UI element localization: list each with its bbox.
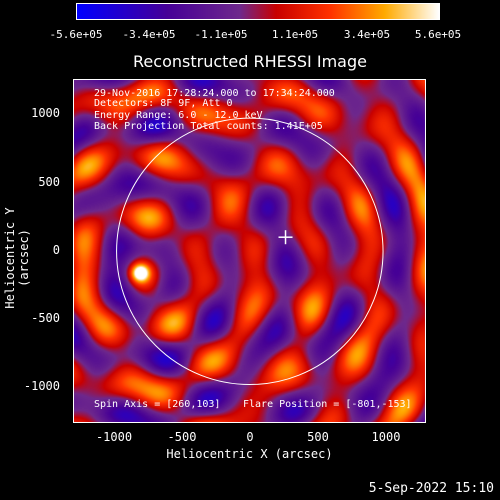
plot-overlay xyxy=(116,117,384,386)
y-tick-label: 500 xyxy=(38,175,60,189)
y-tick-label: 0 xyxy=(52,243,60,257)
heatmap-image xyxy=(74,80,425,422)
y-tick-label: 1000 xyxy=(31,106,60,120)
colorbar-tick-label: -1.1e+05 xyxy=(194,28,248,41)
y-tick-label: -500 xyxy=(31,311,60,325)
spin-axis-marker xyxy=(278,230,293,245)
info-method-counts: Back Projection Total counts: 1.41E+05 xyxy=(94,121,323,132)
info-spin-axis: Spin Axis = [260,103] xyxy=(94,399,221,410)
x-tick-label: 0 xyxy=(246,430,254,444)
x-tick-label: 500 xyxy=(307,430,329,444)
colorbar-tick-label: -5.6e+05 xyxy=(49,28,103,41)
colorbar-tick-label: -3.4e+05 xyxy=(122,28,176,41)
y-axis-label: Heliocentric Y (arcsec) xyxy=(3,207,31,309)
colorbar xyxy=(76,3,440,20)
x-axis-label: Heliocentric X (arcsec) xyxy=(166,447,333,461)
plot-title: Reconstructed RHESSI Image xyxy=(133,52,367,71)
colorbar-tick-label: 5.6e+05 xyxy=(414,28,462,41)
info-energy-range: Energy Range: 6.0 - 12.0 keV xyxy=(94,110,263,121)
x-tick-label: 1000 xyxy=(371,430,401,444)
y-tick-label: -1000 xyxy=(23,379,60,393)
plot-area xyxy=(73,79,426,423)
x-tick-label: -500 xyxy=(167,430,197,444)
colorbar-tick-label: 3.4e+05 xyxy=(343,28,391,41)
info-flare-position: Flare Position = [-801,-153] xyxy=(243,399,412,410)
solar-limb-circle xyxy=(116,117,384,386)
info-time-range: 29-Nov-2016 17:28:24.000 to 17:34:24.000 xyxy=(94,88,335,99)
info-detectors: Detectors: 8F 9F, Att 0 xyxy=(94,98,233,109)
x-tick-label: -1000 xyxy=(95,430,133,444)
colorbar-tick-label: 1.1e+05 xyxy=(271,28,319,41)
footer-date: 5-Sep-2022 15:10 xyxy=(368,481,494,496)
